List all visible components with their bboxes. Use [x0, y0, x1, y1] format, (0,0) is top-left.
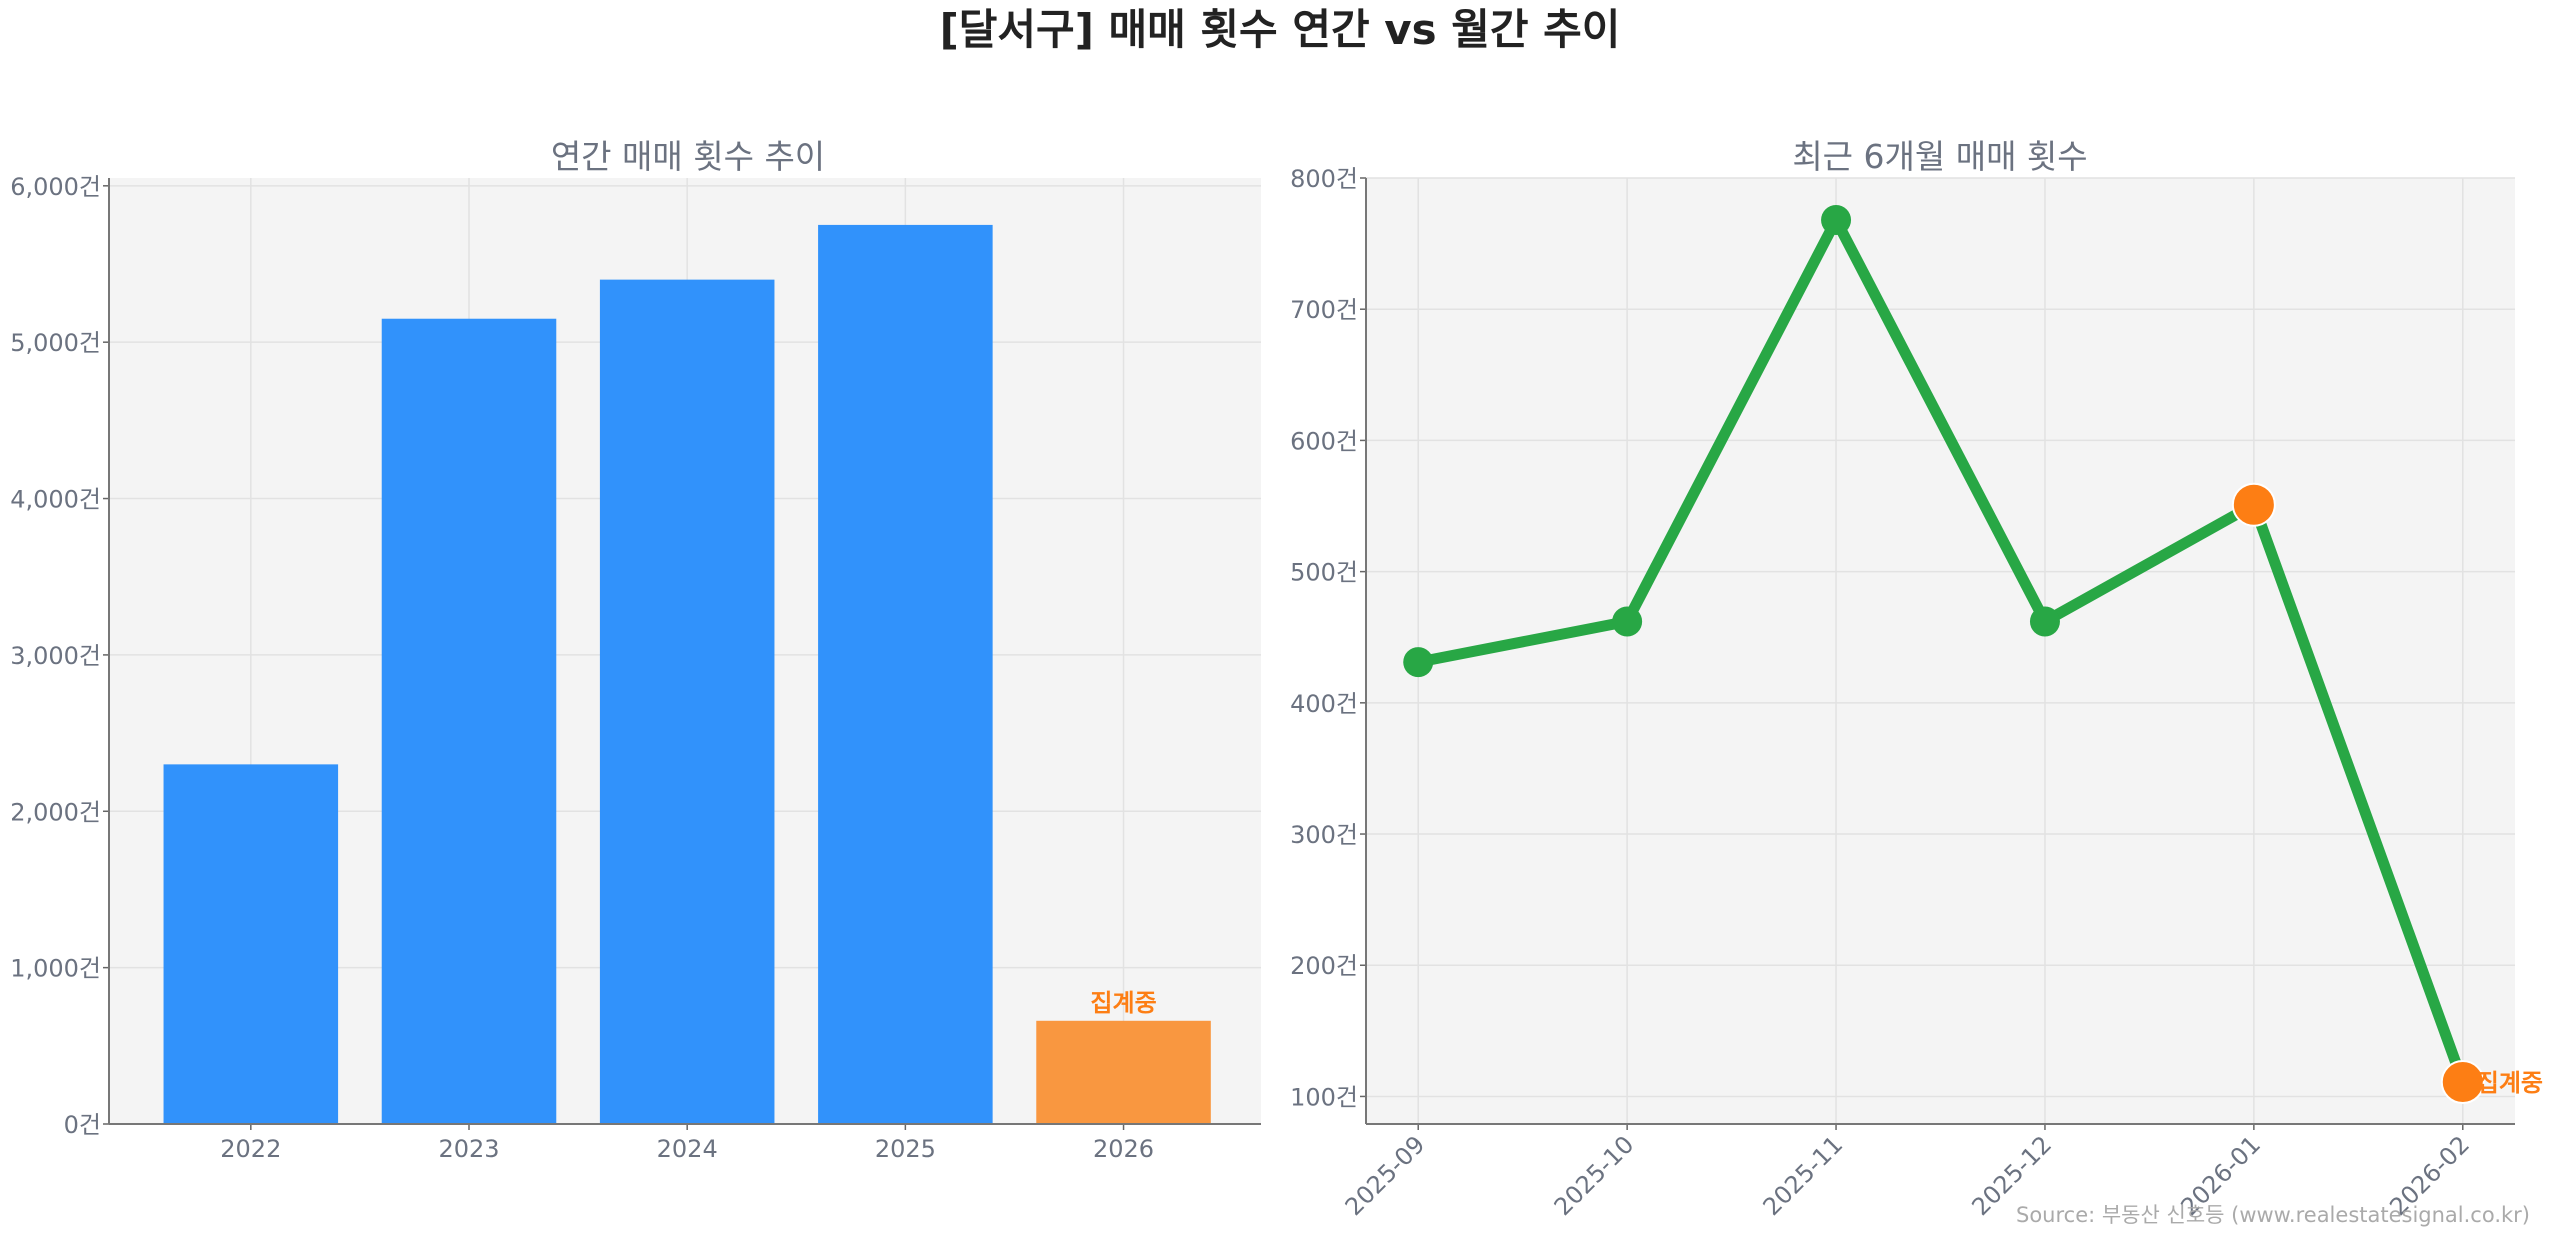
line-marker-2026-02	[2440, 1060, 2485, 1105]
line-marker-2025-11	[1821, 204, 1852, 235]
line-chart-ytick-label: 400건	[1290, 690, 1358, 718]
bar-chart-ytick-label: 6,000건	[10, 173, 101, 201]
line-marker-2025-12	[2029, 606, 2060, 637]
line-chart-ytick-label: 700건	[1290, 296, 1358, 324]
line-chart-xtick-label: 2025-09	[1340, 1130, 1431, 1221]
bar-chart-title: 연간 매매 횟수 추이	[551, 137, 825, 176]
bar-chart-xtick-label: 2022	[220, 1135, 281, 1163]
line-chart-xtick-label: 2025-10	[1549, 1130, 1640, 1221]
bar-chart-ytick-label: 5,000건	[10, 329, 101, 357]
line-chart: 100건 200건 300건 400건 500건 600건 700건 800건 2025-09 2…	[1290, 165, 2543, 1221]
bar-chart-xtick-label: 2026	[1093, 1135, 1154, 1163]
line-annotation: 집계중	[2477, 1069, 2543, 1097]
line-chart-ytick-label: 800건	[1290, 165, 1358, 193]
bar-chart-ytick-label: 1,000건	[10, 955, 101, 983]
bar-chart-xtick-label: 2024	[657, 1135, 718, 1163]
bar-2022	[163, 764, 339, 1124]
line-chart-ytick-label: 500건	[1290, 559, 1358, 587]
bar-2023	[381, 318, 557, 1124]
bar-chart-xtick-label: 2023	[438, 1135, 499, 1163]
line-chart-xtick-label: 2025-11	[1758, 1130, 1849, 1221]
bar-2024	[599, 279, 775, 1124]
bar-2025	[818, 224, 993, 1125]
line-chart-ytick-label: 200건	[1290, 952, 1358, 980]
line-marker-2025-10	[1612, 606, 1643, 637]
source-note: Source: 부동산 신호등 (www.realestatesignal.co…	[2016, 1203, 2530, 1227]
bar-chart-xtick-label: 2025	[875, 1135, 936, 1163]
line-chart-plot-area	[1366, 178, 2515, 1124]
line-series	[1417, 214, 2468, 1084]
bar-annotation: 집계중	[1090, 989, 1156, 1017]
line-chart-ytick-label: 300건	[1290, 821, 1358, 849]
bar-2026	[1036, 1020, 1211, 1124]
line-marker-2026-01	[2231, 482, 2276, 527]
bar-chart-ytick-label: 3,000건	[10, 642, 101, 670]
line-marker-2025-09	[1403, 647, 1434, 678]
bar-chart-ytick-label: 4,000건	[10, 486, 101, 514]
line-chart-ytick-label: 100건	[1290, 1083, 1358, 1111]
line-chart-ytick-label: 600건	[1290, 427, 1358, 455]
bar-chart-ytick-label: 0건	[64, 1111, 101, 1139]
bar-chart: 0건 1,000건 2,000건 3,000건 4,000건 5,000건 6,000건 20…	[10, 173, 1261, 1163]
figure-title: [달서구] 매매 횟수 연간 vs 월간 추이	[940, 5, 1621, 54]
line-chart-title: 최근 6개월 매매 횟수	[1792, 137, 2087, 176]
bar-chart-ytick-label: 2,000건	[10, 798, 101, 826]
